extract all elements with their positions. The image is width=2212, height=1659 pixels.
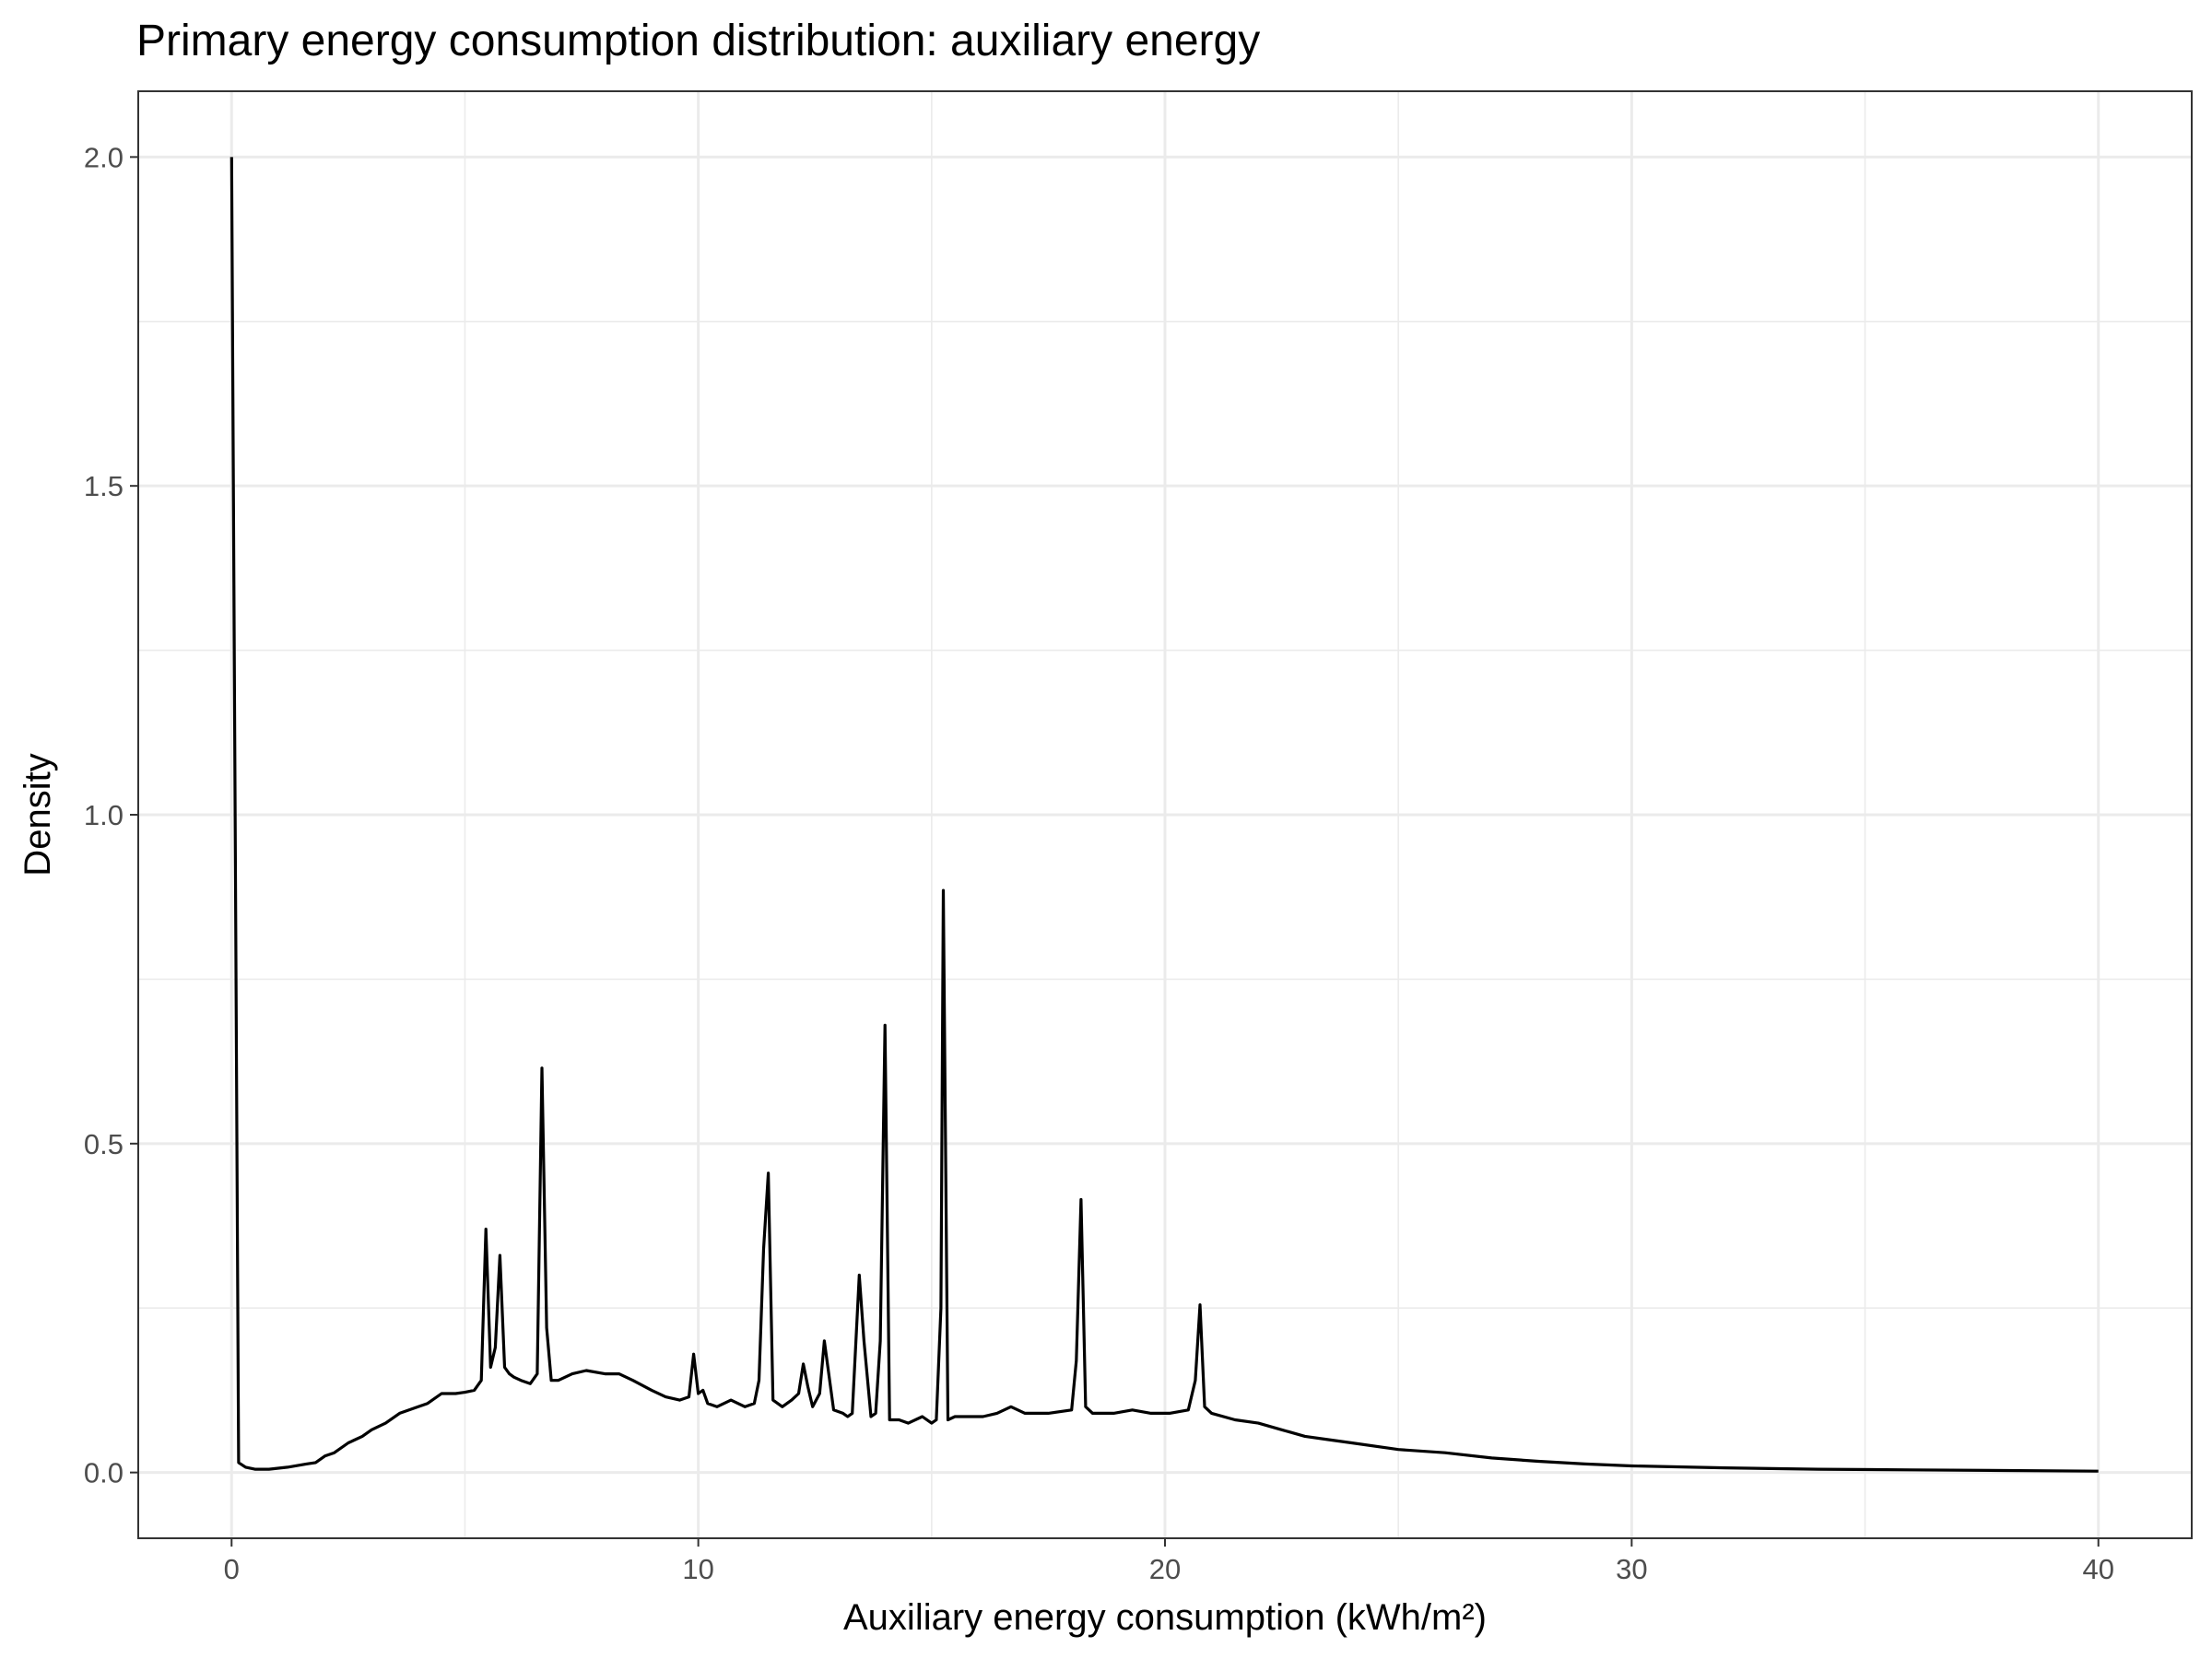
x-tick-label: 20	[1149, 1553, 1181, 1585]
x-axis-title: Auxiliary energy consumption (kWh/m²)	[843, 1597, 1487, 1638]
x-tick-label: 30	[1616, 1553, 1647, 1585]
y-tick-label: 1.0	[84, 799, 124, 831]
y-tick-label: 0.0	[84, 1457, 124, 1489]
y-tick-label: 1.5	[84, 470, 124, 502]
y-tick-label: 2.0	[84, 141, 124, 173]
chart-title: Primary energy consumption distribution:…	[136, 17, 1260, 65]
x-tick-label: 10	[682, 1553, 713, 1585]
plot-area	[229, 157, 2099, 1473]
y-axis-title: Density	[18, 753, 58, 876]
axes: 0 10 20 30 40 0.0 0.5 1.0 1.5 2.0	[84, 141, 2114, 1585]
x-tick-label: 0	[224, 1553, 240, 1585]
x-tick-label: 40	[2082, 1553, 2113, 1585]
y-tick-label: 0.5	[84, 1128, 124, 1160]
density-line	[229, 157, 2099, 1473]
grid	[138, 91, 2192, 1538]
